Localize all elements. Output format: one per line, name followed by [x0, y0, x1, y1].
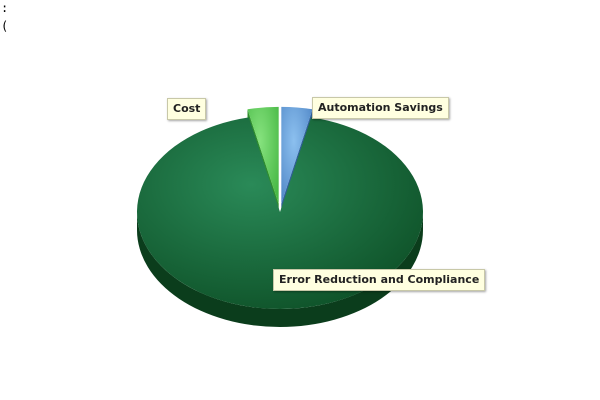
slice-automation-savings — [281, 106, 313, 204]
corner-text-top: : — [1, 1, 9, 15]
corner-text-bottom: ( — [1, 19, 9, 33]
slice-label-cost: Cost — [167, 98, 207, 120]
slice-error-reduction-side — [137, 212, 423, 327]
slice-cost — [247, 106, 279, 204]
slice-label-error-reduction: Error Reduction and Compliance — [273, 269, 486, 291]
slice-label-automation-savings: Automation Savings — [312, 97, 449, 119]
slice-error-reduction — [136, 117, 423, 309]
